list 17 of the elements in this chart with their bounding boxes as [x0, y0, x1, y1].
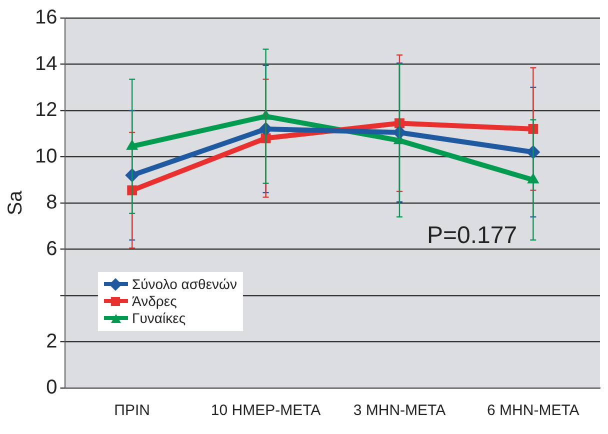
y-tick-label: 14: [34, 52, 58, 75]
annotation: P=0.177: [427, 222, 518, 250]
x-tick-label: 10 ΗΜΕΡ-ΜΕΤΑ: [210, 402, 321, 420]
legend-label: Άνδρες: [132, 293, 177, 310]
y-tick-label: 12: [34, 99, 58, 122]
y-tick-label: 8: [46, 192, 58, 214]
y-tick-label: 6: [46, 238, 58, 260]
y-tick-label: 0: [46, 376, 58, 399]
x-tick-label: 6 ΜΗΝ-ΜΕΤΑ: [487, 402, 580, 420]
y-tick-label: 16: [34, 6, 58, 29]
legend-label: Σύνολο ασθενών: [132, 276, 237, 293]
y-tick-label: 2: [46, 330, 58, 352]
legend-label: Γυναίκες: [132, 310, 186, 327]
x-tick-label: 3 ΜΗΝ-ΜΕΤΑ: [353, 402, 446, 420]
y-tick-label: 10: [34, 145, 58, 168]
x-tick-label: ΠΡΙΝ: [114, 402, 150, 420]
y-axis-title: Sa: [4, 190, 27, 216]
